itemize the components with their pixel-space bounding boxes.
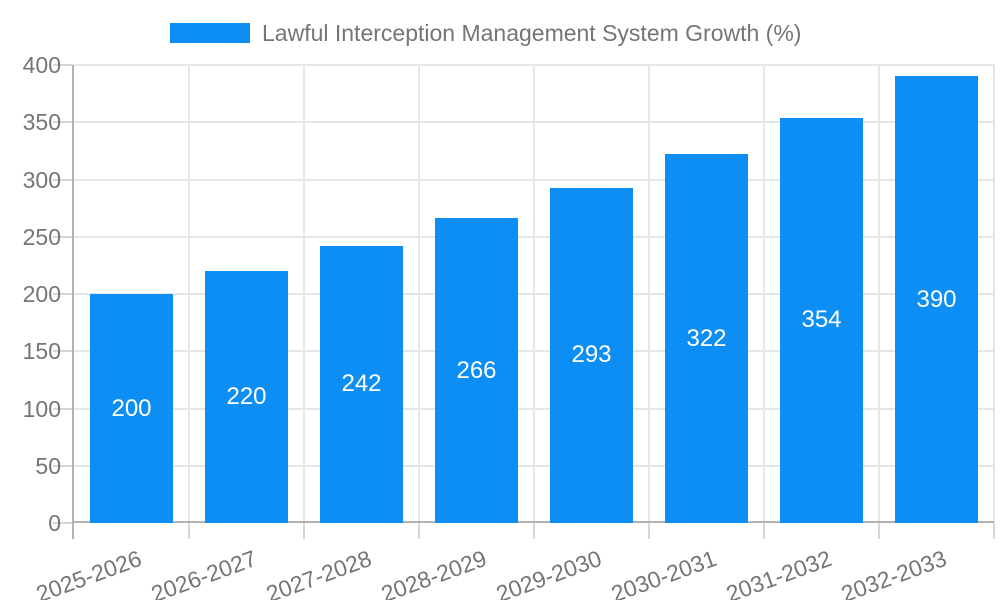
bar-value-label: 322 [686, 324, 727, 352]
y-axis-tick [53, 178, 73, 181]
gridline-vertical [648, 65, 650, 523]
y-axis-tick-label: 300 [22, 166, 61, 193]
plot-area: 200 220 242 266 293 322 354 390 [53, 64, 995, 539]
bar-value-label: 200 [111, 394, 152, 422]
gridline-vertical [763, 65, 765, 523]
x-axis-tick [993, 523, 995, 539]
y-axis-tick-label: 50 [35, 452, 61, 479]
x-axis-tick [533, 523, 535, 539]
y-axis-tick [53, 350, 73, 353]
gridline-vertical [188, 65, 190, 523]
x-axis-tick-label: 2028-2029 [377, 545, 490, 600]
y-axis-tick-label: 0 [48, 510, 61, 536]
y-axis-tick [53, 235, 73, 238]
bar[interactable]: 200 [90, 294, 173, 523]
bar-value-label: 266 [456, 356, 497, 384]
y-axis-tick [53, 464, 73, 467]
x-axis-tick [303, 523, 305, 539]
y-axis-tick [53, 522, 73, 524]
x-axis-tick [763, 523, 765, 539]
bar[interactable]: 322 [665, 154, 748, 523]
bar[interactable]: 293 [550, 187, 633, 523]
y-axis-tick-label: 400 [22, 52, 61, 78]
x-axis-tick [418, 523, 420, 539]
bar[interactable]: 266 [435, 218, 518, 523]
x-axis-tick-label: 2029-2030 [492, 545, 605, 600]
y-axis-tick [53, 64, 73, 66]
bar[interactable]: 220 [205, 271, 288, 523]
bar[interactable]: 242 [320, 245, 403, 523]
y-axis-line [72, 65, 74, 539]
x-axis-tick-label: 2032-2033 [837, 545, 950, 600]
y-axis-tick [53, 293, 73, 295]
bar-value-label: 293 [571, 341, 612, 369]
y-axis-tick [53, 121, 73, 124]
gridline-vertical [993, 65, 995, 523]
y-axis-tick-label: 150 [22, 338, 61, 365]
x-axis-tick-label: 2026-2027 [147, 545, 260, 600]
gridline-vertical [303, 65, 305, 523]
x-axis-tick-label: 2031-2032 [722, 545, 835, 600]
gridline-vertical [418, 65, 420, 523]
x-axis-tick [188, 523, 190, 539]
gridline-vertical [533, 65, 535, 523]
legend-swatch [170, 23, 250, 43]
bar[interactable]: 354 [780, 117, 863, 523]
x-axis-tick-label: 2025-2026 [32, 545, 145, 600]
bar-value-label: 390 [916, 285, 957, 313]
x-axis-baseline [72, 521, 994, 523]
y-axis-tick-label: 100 [22, 395, 61, 422]
bar-value-label: 220 [226, 383, 267, 411]
gridline-vertical [878, 65, 880, 523]
x-axis-tick [878, 523, 880, 539]
y-axis-tick-label: 250 [22, 223, 61, 250]
y-axis-tick-label: 200 [22, 281, 61, 307]
legend-label: Lawful Interception Management System Gr… [262, 19, 802, 46]
bar-value-label: 354 [801, 306, 842, 334]
x-axis-tick [648, 523, 650, 539]
y-axis-tick [53, 407, 73, 410]
bar[interactable]: 390 [895, 76, 978, 523]
x-axis-tick-label: 2027-2028 [262, 545, 375, 600]
chart-legend: Lawful Interception Management System Gr… [170, 20, 801, 46]
x-axis-tick-label: 2030-2031 [607, 545, 720, 600]
y-axis-tick-label: 350 [22, 109, 61, 136]
bar-value-label: 242 [341, 370, 382, 398]
